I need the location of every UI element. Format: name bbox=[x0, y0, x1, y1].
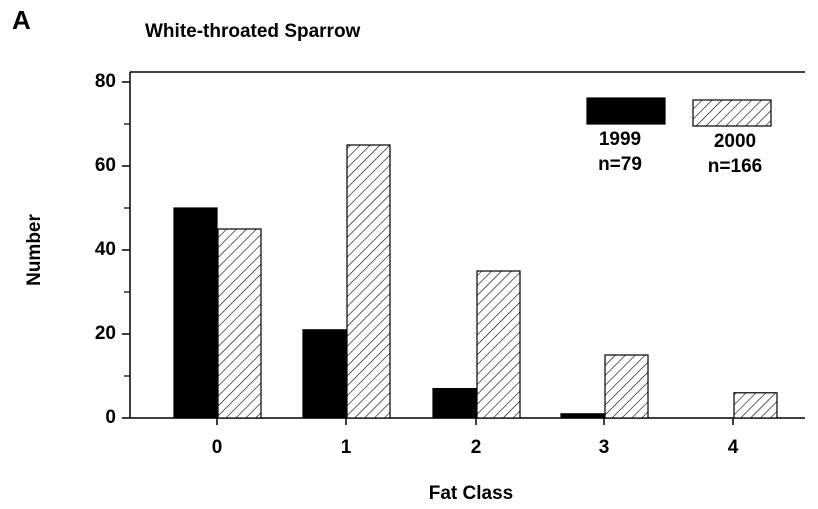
legend-swatch bbox=[692, 99, 772, 127]
bar bbox=[432, 388, 477, 419]
panel-label: A bbox=[12, 5, 31, 35]
x-tick-label: 1 bbox=[341, 437, 352, 458]
bar bbox=[302, 329, 347, 419]
y-axis-label: Number bbox=[24, 214, 45, 286]
bar bbox=[560, 413, 605, 419]
y-tick-label: 40 bbox=[95, 239, 116, 260]
legend-n: n=79 bbox=[598, 154, 642, 175]
x-tick-label: 3 bbox=[599, 437, 610, 458]
bar bbox=[173, 207, 218, 419]
bar bbox=[733, 392, 778, 419]
y-tick-label: 0 bbox=[105, 407, 116, 428]
legend-label: 2000 bbox=[714, 131, 756, 152]
x-tick-label: 2 bbox=[471, 437, 482, 458]
y-tick-label: 20 bbox=[95, 323, 116, 344]
y-tick-label: 60 bbox=[95, 155, 116, 176]
legend-n: n=166 bbox=[708, 156, 762, 177]
bar bbox=[346, 144, 391, 419]
bar bbox=[604, 354, 649, 419]
x-tick-label: 4 bbox=[728, 437, 739, 458]
bar bbox=[476, 270, 521, 419]
chart-title: White-throated Sparrow bbox=[145, 21, 361, 42]
legend-swatch bbox=[586, 97, 666, 125]
x-axis-label: Fat Class bbox=[429, 483, 513, 504]
y-tick-label: 80 bbox=[95, 71, 116, 92]
bar bbox=[217, 228, 262, 419]
legend-label: 1999 bbox=[599, 129, 641, 150]
x-tick-label: 0 bbox=[212, 437, 223, 458]
